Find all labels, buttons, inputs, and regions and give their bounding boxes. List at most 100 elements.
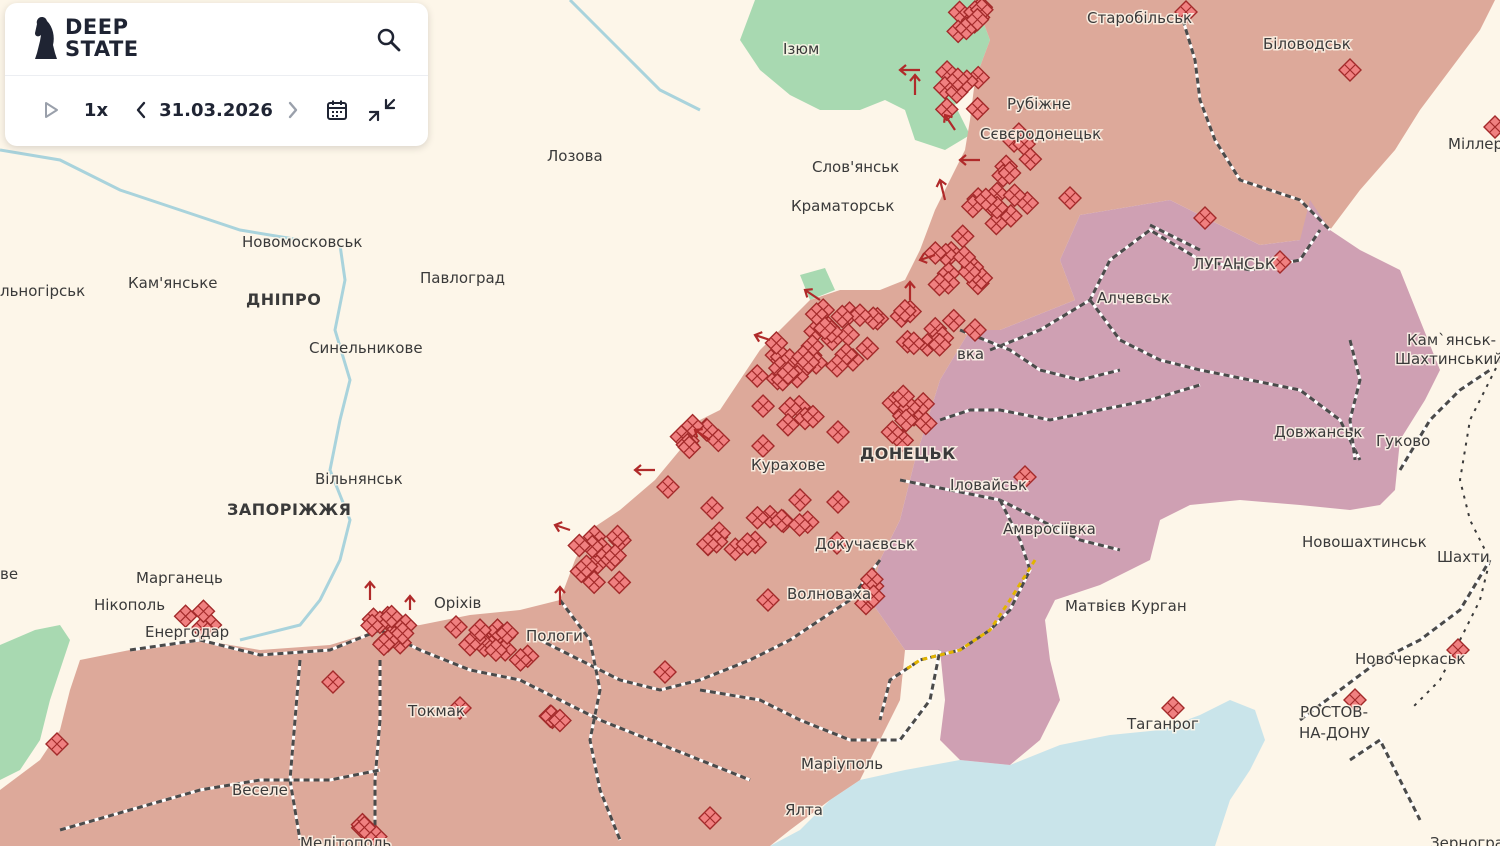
battle-marker-icon[interactable] [751, 434, 775, 458]
battle-marker-icon[interactable] [825, 353, 850, 378]
city-label: Гуково [1376, 432, 1430, 450]
battle-marker-icon[interactable] [756, 588, 780, 612]
calendar-button[interactable] [323, 95, 351, 125]
calendar-icon [327, 100, 347, 120]
battle-marker-icon[interactable] [1343, 688, 1367, 712]
city-label: Синельникове [309, 339, 423, 357]
collapse-button[interactable] [367, 95, 397, 125]
battle-marker-icon[interactable] [603, 543, 628, 568]
battle-marker-icon[interactable] [567, 533, 592, 558]
battle-marker-icon[interactable] [735, 532, 760, 557]
next-date-button[interactable] [281, 95, 305, 125]
battle-marker-icon[interactable] [1002, 183, 1027, 208]
battle-marker-icon[interactable] [891, 384, 916, 409]
battle-marker-icon[interactable] [913, 411, 938, 436]
battle-marker-icon[interactable] [1013, 465, 1037, 489]
battle-marker-icon[interactable] [894, 408, 919, 433]
battle-marker-icon[interactable] [984, 211, 1009, 236]
battle-marker-icon[interactable] [677, 435, 702, 460]
battle-marker-icon[interactable] [812, 316, 837, 341]
battle-marker-icon[interactable] [826, 490, 850, 514]
date-display[interactable]: 31.03.2026 [159, 99, 273, 121]
battle-marker-icon[interactable] [1058, 186, 1082, 210]
battle-marker-icon[interactable] [965, 7, 990, 32]
battle-marker-icon[interactable] [861, 584, 886, 609]
battle-marker-icon[interactable] [605, 524, 630, 549]
battle-marker-icon[interactable] [963, 318, 987, 342]
battle-marker-icon[interactable] [892, 298, 917, 323]
battle-marker-icon[interactable] [1193, 206, 1217, 230]
battle-marker-icon[interactable] [965, 96, 990, 121]
play-button[interactable] [39, 95, 63, 125]
search-button[interactable] [376, 27, 402, 53]
battle-marker-icon[interactable] [788, 488, 812, 512]
battle-marker-icon[interactable] [695, 532, 720, 557]
battle-marker-icon[interactable] [830, 304, 855, 329]
battle-marker-icon[interactable] [45, 732, 69, 756]
battle-marker-icon[interactable] [1018, 147, 1043, 172]
battle-marker-icon[interactable] [390, 621, 415, 646]
battle-marker-icon[interactable] [190, 616, 215, 641]
battle-marker-icon[interactable] [745, 363, 770, 388]
battle-marker-icon[interactable] [698, 806, 722, 830]
battle-marker-icon[interactable] [706, 428, 731, 453]
attack-arrow-icon [554, 585, 566, 605]
battle-marker-icon[interactable] [855, 336, 880, 361]
battle-marker-icon[interactable] [941, 308, 966, 333]
battle-marker-icon[interactable] [508, 647, 533, 672]
battle-marker-icon[interactable] [945, 67, 970, 92]
battle-marker-icon[interactable] [379, 604, 404, 629]
battle-marker-icon[interactable] [751, 394, 776, 419]
city-label: Марганець [136, 569, 223, 587]
battle-marker-icon[interactable] [607, 570, 632, 595]
battle-marker-icon[interactable] [656, 475, 680, 499]
battle-marker-icon[interactable] [880, 420, 905, 445]
battle-marker-icon[interactable] [952, 245, 977, 270]
attack-arrow-icon [935, 178, 947, 201]
battle-marker-icon[interactable] [547, 708, 572, 733]
battle-marker-icon[interactable] [321, 670, 345, 694]
battle-marker-icon[interactable] [582, 570, 607, 595]
battle-marker-icon[interactable] [927, 272, 952, 297]
battle-marker-icon[interactable] [927, 332, 952, 357]
battle-marker-icon[interactable] [1446, 638, 1470, 662]
battle-marker-icon[interactable] [1268, 250, 1292, 274]
previous-date-button[interactable] [129, 95, 153, 125]
battle-marker-icon[interactable] [483, 638, 508, 663]
battle-marker-icon[interactable] [745, 505, 770, 530]
battle-marker-icon[interactable] [800, 404, 825, 429]
battle-marker-icon[interactable] [847, 303, 872, 328]
battle-marker-icon[interactable] [973, 187, 998, 212]
attack-arrow-icon [958, 154, 980, 166]
battle-marker-icon[interactable] [997, 161, 1022, 186]
battle-marker-icon[interactable] [825, 531, 849, 555]
battle-marker-icon[interactable] [444, 615, 468, 639]
city-label: Краматорськ [791, 197, 894, 215]
battle-marker-icon[interactable] [1483, 115, 1500, 139]
deepstate-logo[interactable]: DEEP STATE [33, 15, 139, 61]
battle-marker-icon[interactable] [653, 660, 677, 684]
battle-marker-icon[interactable] [360, 613, 385, 638]
battle-marker-icon[interactable] [1338, 58, 1362, 82]
battle-marker-icon[interactable] [468, 618, 493, 643]
battle-marker-icon[interactable] [796, 350, 821, 375]
battle-marker-icon[interactable] [934, 97, 959, 122]
city-label: Ялта [785, 801, 823, 819]
battle-marker-icon[interactable] [1174, 0, 1198, 24]
battle-marker-icon[interactable] [776, 412, 801, 437]
battle-marker-icon[interactable] [352, 815, 377, 840]
battle-marker-icon[interactable] [769, 508, 794, 533]
battle-marker-icon[interactable] [923, 240, 948, 265]
battle-marker-icon[interactable] [901, 331, 926, 356]
battle-marker-icon[interactable] [700, 496, 724, 520]
battle-marker-icon[interactable] [574, 554, 599, 579]
battle-marker-icon[interactable] [826, 420, 850, 444]
battle-marker-icon[interactable] [776, 361, 801, 386]
battle-marker-icon[interactable] [1161, 696, 1185, 720]
speed-button[interactable]: 1x [83, 99, 109, 121]
battle-marker-icon[interactable] [371, 632, 396, 657]
battle-marker-icon[interactable] [495, 620, 520, 645]
battle-marker-icon[interactable] [448, 696, 472, 720]
battle-marker-icon[interactable] [191, 599, 216, 624]
